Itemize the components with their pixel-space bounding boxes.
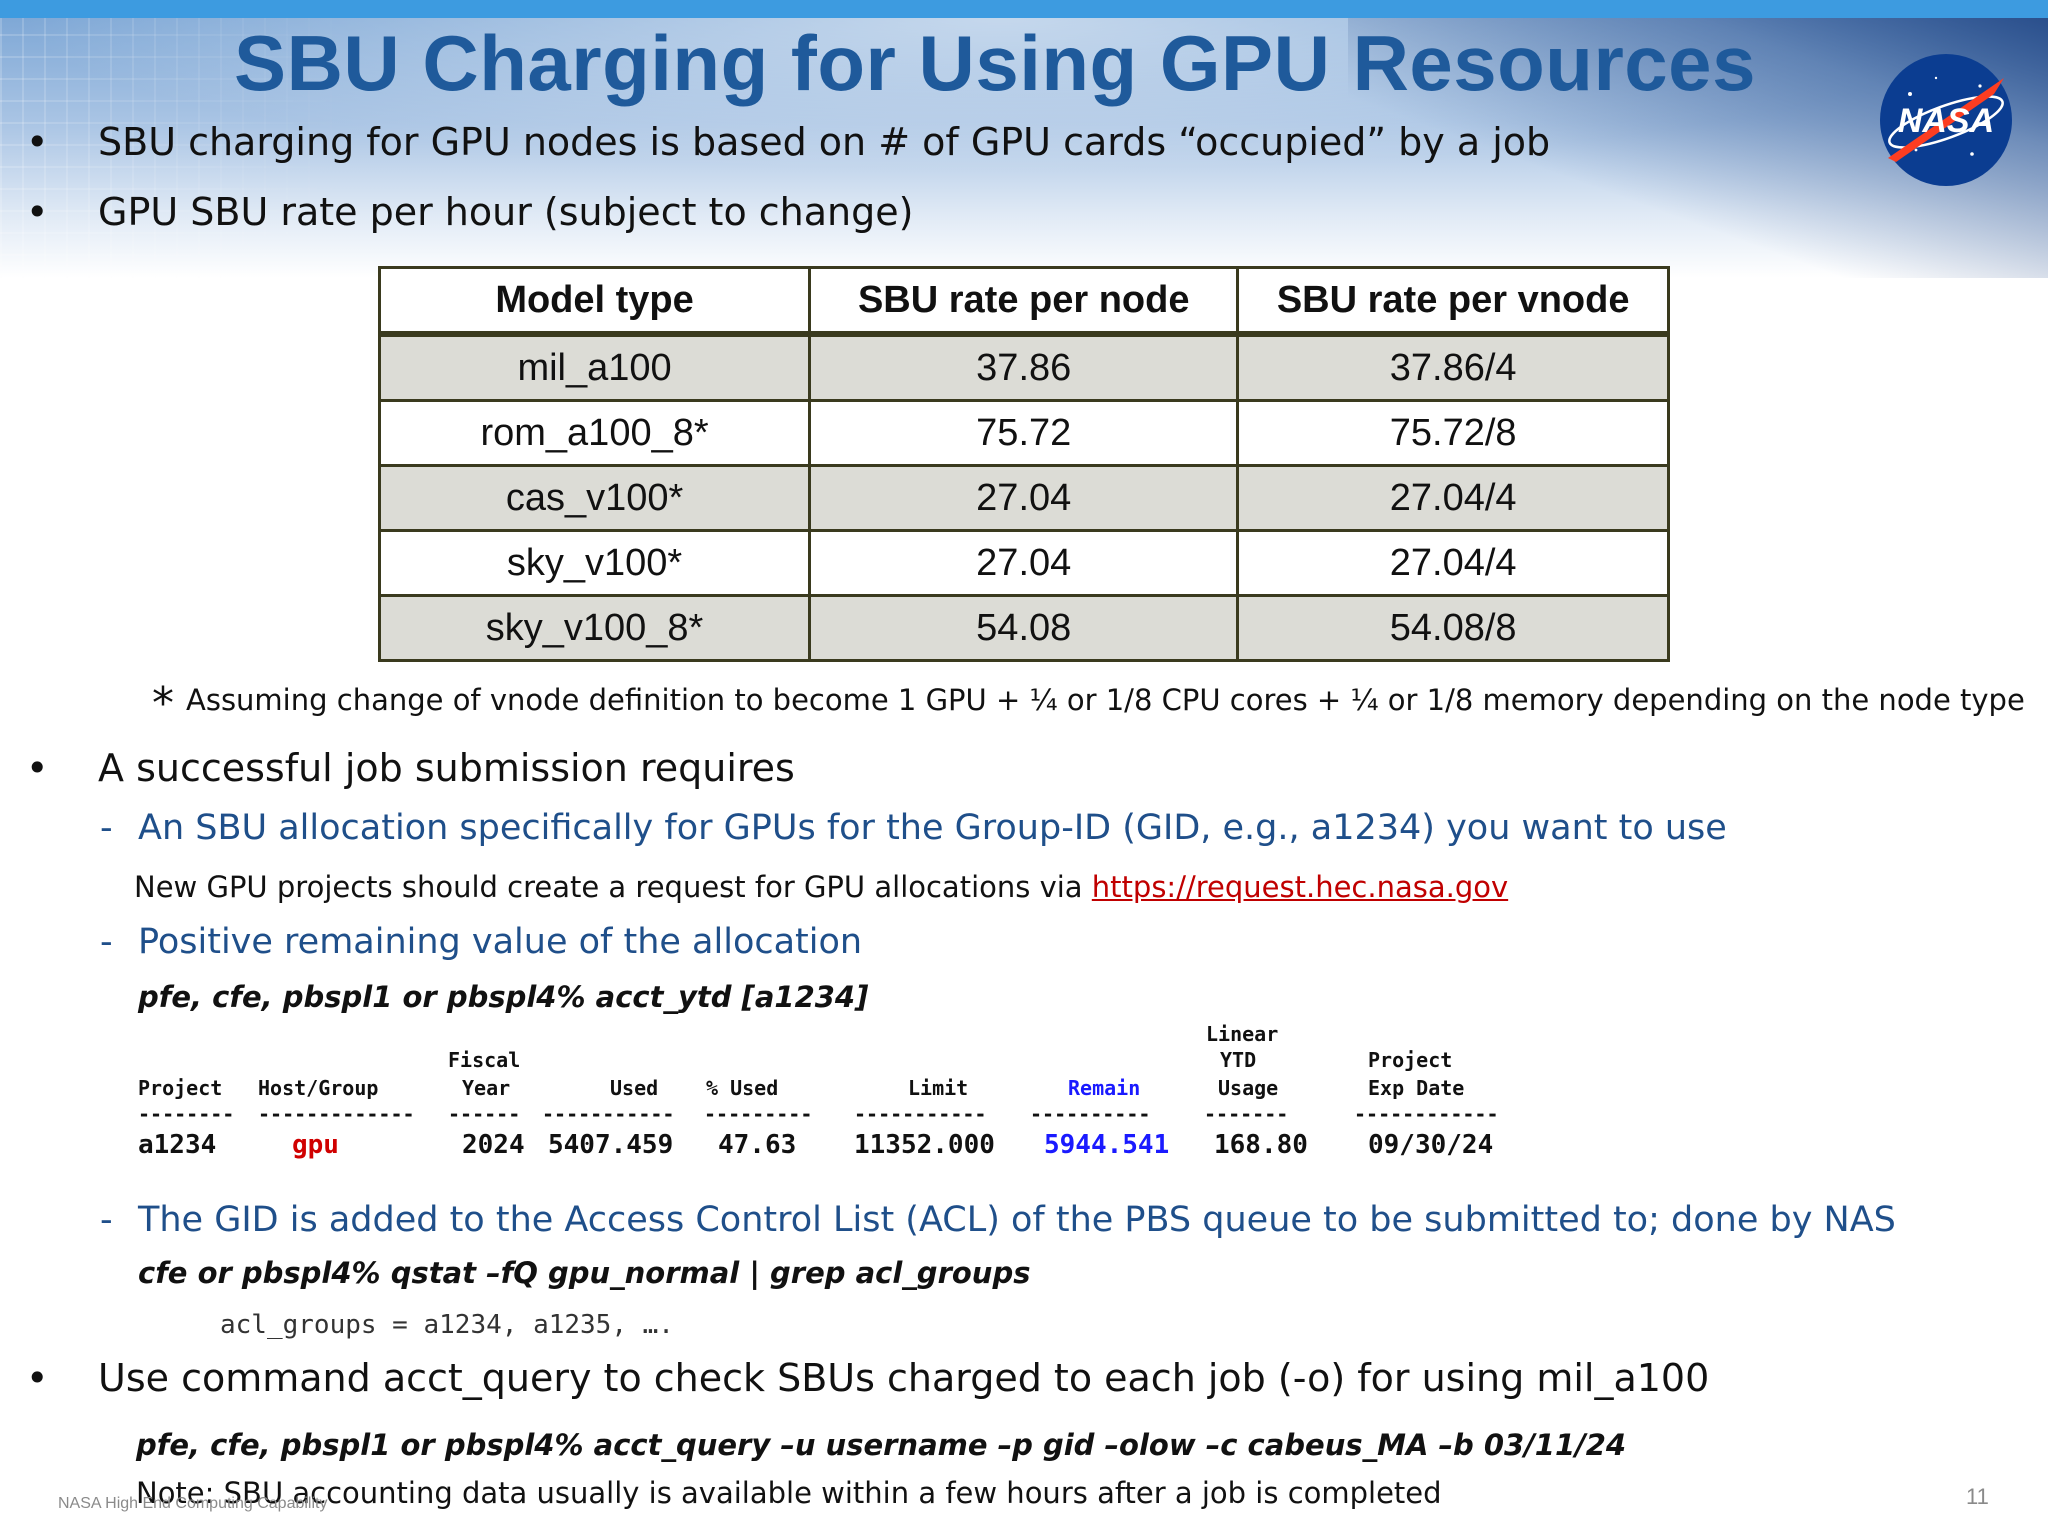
bullet-acct-query: • Use command acct_query to check SBUs c… <box>26 1356 1710 1400</box>
slide-title: SBU Charging for Using GPU Resources <box>234 19 1756 107</box>
sbu-rate-table: Model type SBU rate per node SBU rate pe… <box>377 266 1670 662</box>
header-rate-per-vnode: SBU rate per vnode <box>1236 266 1670 337</box>
cell-vnode-rate: 54.08/8 <box>1236 594 1670 662</box>
top-accent-bar <box>0 0 2048 18</box>
banner-grid-pattern <box>0 18 360 278</box>
acct-query-command: pfe, cfe, pbspl1 or pbspl4% acct_query –… <box>136 1428 1627 1462</box>
table-row: rom_a100_8* 75.72 75.72/8 <box>377 399 1670 467</box>
value-used: 5407.459 <box>548 1130 674 1160</box>
col-usage: Usage <box>1218 1076 1279 1100</box>
sub-item-acl: - The GID is added to the Access Control… <box>100 1200 1896 1240</box>
col-project: Project <box>138 1076 223 1100</box>
col-percent-used: % Used <box>706 1076 779 1100</box>
acl-groups-output: acl_groups = a1234, a1235, …. <box>220 1310 674 1340</box>
cell-vnode-rate: 27.04/4 <box>1236 464 1670 532</box>
accounting-note: Note: SBU accounting data usually is ava… <box>136 1476 1442 1510</box>
sub-text: An SBU allocation specifically for GPUs … <box>138 808 1727 848</box>
bullet-text: SBU charging for GPU nodes is based on #… <box>98 120 1551 164</box>
col-used: Used <box>610 1076 659 1100</box>
bullet-dot: • <box>26 120 49 164</box>
table-header-row: Model type SBU rate per node SBU rate pe… <box>377 266 1670 337</box>
dash-6: ---------- <box>1030 1102 1151 1126</box>
header-linear: Linear <box>1206 1022 1279 1046</box>
col-remain: Remain <box>1068 1076 1141 1100</box>
footer-org: NASA High End Computing Capability <box>58 1495 328 1512</box>
sub-dash: - <box>100 1200 113 1240</box>
footnote-text: Assuming change of vnode definition to b… <box>186 683 2025 717</box>
table-row: mil_a100 37.86 37.86/4 <box>377 332 1670 402</box>
nasa-logo-text: NASA <box>1898 102 1994 140</box>
header-banner <box>0 18 2048 278</box>
dash-2: ------ <box>448 1102 521 1126</box>
dash-1: ------------- <box>258 1102 415 1126</box>
col-host-group: Host/Group <box>258 1076 379 1100</box>
footnote-star: * <box>152 678 174 729</box>
bullet-text: GPU SBU rate per hour (subject to change… <box>98 190 914 234</box>
cell-node-rate: 37.86 <box>808 332 1240 402</box>
col-limit: Limit <box>908 1076 969 1100</box>
sub-item-allocation: - An SBU allocation specifically for GPU… <box>100 808 1727 848</box>
table-row: sky_v100* 27.04 27.04/4 <box>377 529 1670 597</box>
header-fiscal: Fiscal <box>448 1048 521 1072</box>
acct-ytd-command: pfe, cfe, pbspl1 or pbspl4% acct_ytd [a1… <box>138 980 869 1014</box>
bullet-text: A successful job submission requires <box>98 746 795 790</box>
bullet-text: Use command acct_query to check SBUs cha… <box>98 1356 1710 1400</box>
sub-item-remaining: - Positive remaining value of the alloca… <box>100 922 863 962</box>
table-row: cas_v100* 27.04 27.04/4 <box>377 464 1670 532</box>
value-host-group: gpu <box>292 1130 339 1160</box>
sub-text: Positive remaining value of the allocati… <box>138 922 863 962</box>
value-limit: 11352.000 <box>854 1130 995 1160</box>
qstat-command: cfe or pbspl4% qstat –fQ gpu_normal | gr… <box>138 1256 1031 1290</box>
value-year: 2024 <box>462 1130 525 1160</box>
header-model-type: Model type <box>377 266 812 337</box>
dash-5: ----------- <box>854 1102 987 1126</box>
cell-node-rate: 27.04 <box>808 464 1240 532</box>
cell-node-rate: 27.04 <box>808 529 1240 597</box>
sub-text: The GID is added to the Access Control L… <box>138 1200 1896 1240</box>
cell-vnode-rate: 75.72/8 <box>1236 399 1670 467</box>
bullet-job-submission: • A successful job submission requires <box>26 746 795 790</box>
cell-node-rate: 54.08 <box>808 594 1240 662</box>
dash-4: --------- <box>704 1102 813 1126</box>
bullet-gpu-rate: • GPU SBU rate per hour (subject to chan… <box>26 190 914 234</box>
header-rate-per-node: SBU rate per node <box>808 266 1240 337</box>
cell-model: mil_a100 <box>377 332 812 402</box>
cell-vnode-rate: 37.86/4 <box>1236 332 1670 402</box>
value-percent-used: 47.63 <box>718 1130 797 1160</box>
request-link[interactable]: https://request.hec.nasa.gov <box>1091 870 1509 904</box>
cell-node-rate: 75.72 <box>808 399 1240 467</box>
cell-model: sky_v100_8* <box>377 594 812 662</box>
header-project: Project <box>1368 1048 1453 1072</box>
table-row: sky_v100_8* 54.08 54.08/8 <box>377 594 1670 662</box>
value-remain: 5944.541 <box>1044 1130 1170 1160</box>
cell-model: rom_a100_8* <box>377 399 812 467</box>
table-footnote: * Assuming change of vnode definition to … <box>152 678 2025 729</box>
request-note-text: New GPU projects should create a request… <box>134 870 1092 904</box>
cell-model: cas_v100* <box>377 464 812 532</box>
sub-dash: - <box>100 922 113 962</box>
bullet-dot: • <box>26 746 49 790</box>
page-number: 11 <box>1966 1484 1989 1509</box>
dash-0: -------- <box>138 1102 235 1126</box>
dash-7: ------- <box>1204 1102 1289 1126</box>
dash-3: ----------- <box>542 1102 675 1126</box>
value-exp-date: 09/30/24 <box>1368 1130 1494 1160</box>
cell-vnode-rate: 27.04/4 <box>1236 529 1670 597</box>
bullet-dot: • <box>26 1356 49 1400</box>
bullet-gpu-charging: • SBU charging for GPU nodes is based on… <box>26 120 1551 164</box>
sub-dash: - <box>100 808 113 848</box>
request-note: New GPU projects should create a request… <box>134 870 1508 904</box>
header-ytd: YTD <box>1220 1048 1257 1072</box>
col-exp-date: Exp Date <box>1368 1076 1465 1100</box>
nasa-logo-icon: NASA <box>1880 54 2012 186</box>
dash-8: ------------ <box>1354 1102 1499 1126</box>
bullet-dot: • <box>26 190 49 234</box>
col-year: Year <box>462 1076 511 1100</box>
value-usage: 168.80 <box>1214 1130 1308 1160</box>
cell-model: sky_v100* <box>377 529 812 597</box>
value-project: a1234 <box>138 1130 217 1160</box>
